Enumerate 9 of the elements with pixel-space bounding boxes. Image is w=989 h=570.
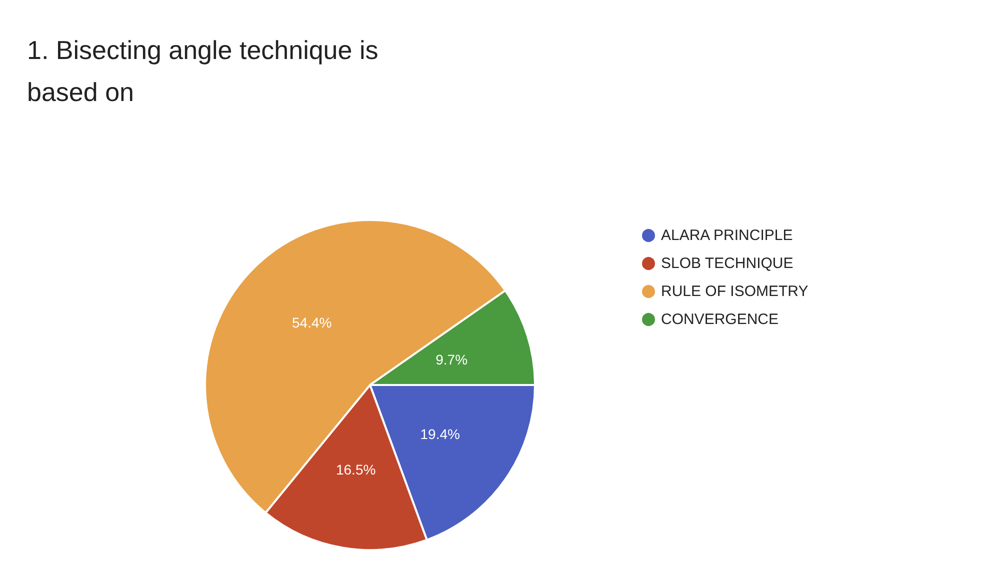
legend-label: RULE OF ISOMETRY	[661, 283, 808, 300]
legend-label: CONVERGENCE	[661, 311, 779, 328]
legend-label: ALARA PRINCIPLE	[661, 227, 793, 244]
data-label: 19.4%	[420, 426, 460, 442]
data-label: 9.7%	[436, 351, 468, 368]
data-label: 16.5%	[336, 461, 376, 478]
data-label: 54.4%	[292, 314, 332, 330]
legend-label: SLOB TECHNIQUE	[661, 255, 794, 272]
chart-title: 1. Bisecting angle technique is based on	[27, 35, 378, 107]
